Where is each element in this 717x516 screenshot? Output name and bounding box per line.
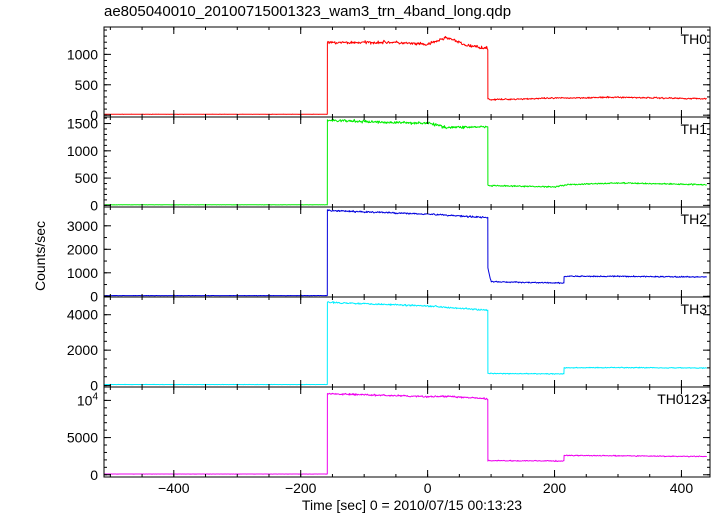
panel-th2: TH2 0 1000 2000 3000 xyxy=(67,206,711,304)
y-tick-label: 3000 xyxy=(67,218,98,234)
y-tick-label: 1000 xyxy=(67,265,98,281)
panel-th0123: TH0123 0 5000 104 xyxy=(67,386,711,483)
series-line-th3 xyxy=(104,301,707,386)
x-tick-label: −400 xyxy=(158,480,190,496)
panel-label-th0: TH0 xyxy=(681,31,708,47)
y-tick-label: 0 xyxy=(90,197,98,213)
y-tick-label: 5000 xyxy=(67,430,98,446)
y-tick-label: 500 xyxy=(75,77,99,93)
series-line-th2 xyxy=(104,209,707,297)
y-axis-label: Counts/sec xyxy=(32,221,48,291)
panels-group: TH005001000TH1050010001500TH201000200030… xyxy=(67,26,711,483)
x-tick-label: −200 xyxy=(285,480,317,496)
panel-frame xyxy=(103,386,711,478)
y-tick-label: 2000 xyxy=(67,342,98,358)
series-line-th1 xyxy=(104,118,707,206)
panel-frame xyxy=(103,26,711,118)
x-axis-label: Time [sec] 0 = 2010/07/15 00:13:23 xyxy=(302,497,522,513)
panel-label-th3: TH3 xyxy=(681,301,708,317)
chart-title: ae805040010_20100715001323_wam3_trn_4ban… xyxy=(104,3,511,20)
panel-label-th2: TH2 xyxy=(681,211,708,227)
y-tick-label: 0 xyxy=(90,288,98,304)
panel-th0: TH0 0 500 1000 xyxy=(67,26,711,123)
x-tick-label: 400 xyxy=(670,480,694,496)
x-axis: −400 −200 0 200 400 xyxy=(158,480,693,496)
series-line-th0 xyxy=(104,35,707,115)
y-tick-label: 500 xyxy=(75,170,99,186)
y-tick-label-power: 104 xyxy=(77,391,99,408)
panel-th3: TH3 0 2000 4000 xyxy=(67,296,711,394)
y-tick-label: 4000 xyxy=(67,307,98,323)
panel-frame xyxy=(103,206,711,298)
y-tick-label: 1000 xyxy=(67,46,98,62)
series-line-th0123 xyxy=(104,392,707,475)
panel-frame xyxy=(103,116,711,208)
panel-th1: TH1 0 500 1000 1500 xyxy=(67,116,711,213)
x-tick-label: 0 xyxy=(424,480,432,496)
y-tick-label: 2000 xyxy=(67,241,98,257)
tick-exponent: 4 xyxy=(92,391,98,402)
tick-base: 10 xyxy=(77,392,93,408)
y-tick-label: 0 xyxy=(90,378,98,394)
y-tick-label: 0 xyxy=(90,107,98,123)
y-tick-label: 1000 xyxy=(67,143,98,159)
panel-label-th1: TH1 xyxy=(681,121,708,137)
y-tick-label: 1500 xyxy=(67,116,98,132)
y-tick-label: 0 xyxy=(90,467,98,483)
panel-label-th0123: TH0123 xyxy=(657,391,707,407)
x-tick-label: 200 xyxy=(543,480,567,496)
panel-frame xyxy=(103,296,711,388)
